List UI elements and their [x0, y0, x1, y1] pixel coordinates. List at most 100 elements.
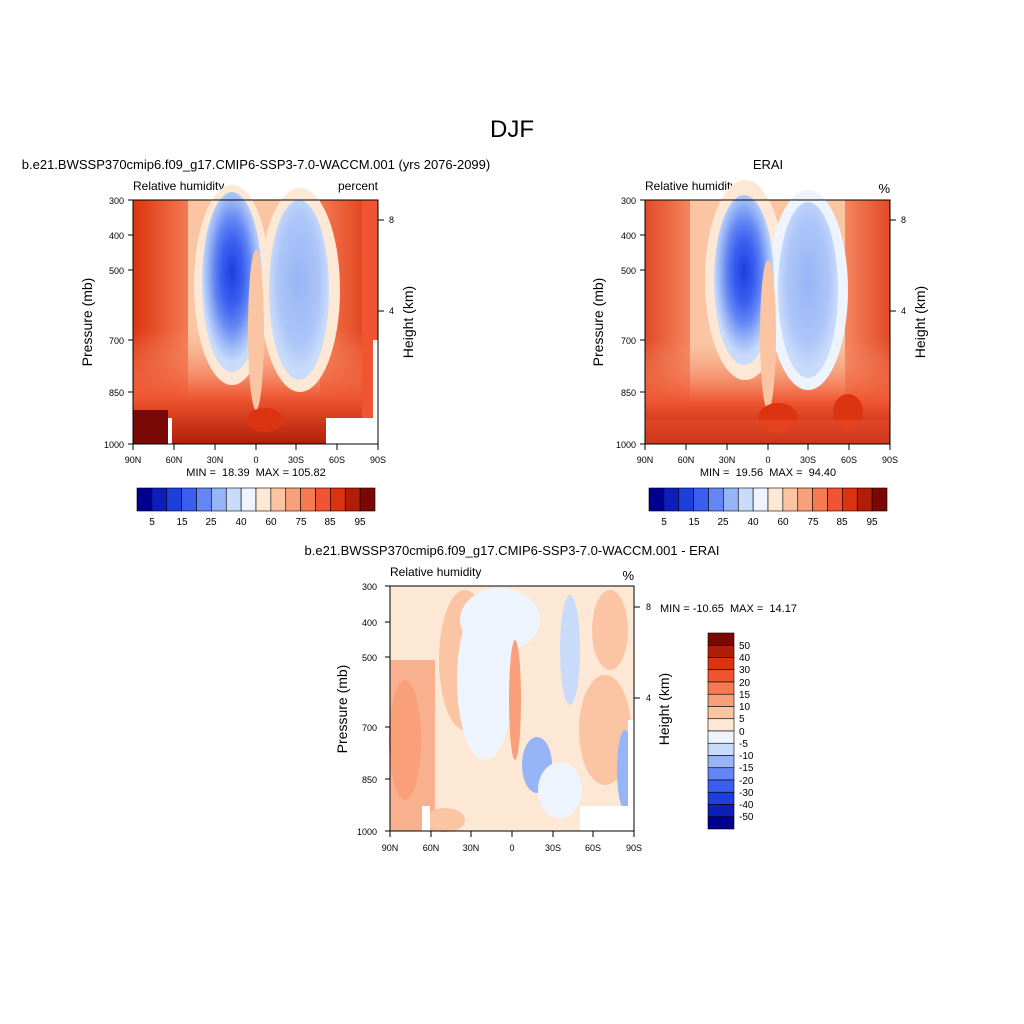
panel-diff-ytick-label: 300 — [362, 582, 377, 592]
panel-diff-stats: MIN = -10.65 MAX = 14.17 — [660, 603, 797, 615]
panel-model-colorbar-labels: 5 15 25 40 60 75 85 95 — [149, 517, 366, 528]
panel-diff-title: b.e21.BWSSP370cmip6.f09_g17.CMIP6-SSP3-7… — [305, 543, 720, 558]
panel-obs-title: ERAI — [753, 157, 783, 172]
panel-obs-colorbar-labels: 5 15 25 40 60 75 85 95 — [661, 517, 878, 528]
panel-obs: ERAI Relative humidity % 300 400 500 — [590, 157, 928, 528]
panel-diff-colorbar-label: -10 — [739, 751, 754, 762]
panel-model-ytick-label: 300 — [109, 196, 124, 206]
panel-diff-xtick-label: 90N — [382, 843, 399, 853]
panel-diff-right-string: % — [622, 568, 634, 583]
panel-diff-colorbar-label: 5 — [739, 714, 745, 725]
panel-diff-xtick-label: 60S — [585, 843, 601, 853]
panel-obs-xtick-label: 30N — [719, 455, 736, 465]
panel-obs-colorbar-box — [856, 487, 873, 512]
panel-model-ylabel: Pressure (mb) — [79, 278, 95, 367]
panel-diff-y-axis: 300 400 500 700 850 1000 Pressure (mb) — [334, 582, 390, 837]
panel-diff-colorbar-label: -40 — [739, 800, 754, 811]
panel-model-colorbar-label: 75 — [295, 517, 307, 528]
panel-obs-stats: MIN = 19.56 MAX = 94.40 — [700, 467, 836, 479]
panel-obs-colorbar-box — [708, 487, 724, 512]
panel-model-colorbar-box — [255, 487, 272, 512]
panel-model-xtick-label: 90N — [125, 455, 142, 465]
panel-obs-y2tick-label: 4 — [901, 306, 906, 316]
panel-obs-colorbar-box — [797, 487, 813, 512]
panel-obs-colorbar-label: 25 — [717, 517, 729, 528]
panel-model-stats: MIN = 18.39 MAX = 105.82 — [186, 467, 325, 479]
panel-model-colorbar-label: 5 — [149, 517, 155, 528]
panel-model-y-axis: 300 400 500 700 850 1000 Pressure (mb) — [79, 196, 133, 450]
panel-model-colorbar-box — [240, 487, 257, 512]
panel-model-colorbar-box — [166, 487, 182, 512]
panel-obs-colorbar — [648, 487, 888, 512]
panel-model-colorbar-label: 40 — [235, 517, 247, 528]
panel-diff-y2tick-label: 8 — [646, 602, 651, 612]
panel-obs-colorbar-box — [812, 487, 828, 512]
panel-obs-ytick-label: 300 — [621, 196, 636, 206]
panel-diff-colorbar-label: 20 — [739, 678, 751, 689]
panel-model-x-axis: 90N 60N 30N 0 30S 60S 90S — [125, 444, 386, 465]
panel-obs-xtick-label: 90N — [637, 455, 654, 465]
panel-obs-colorbar-box — [767, 487, 784, 512]
panel-diff-colorbar-box — [707, 718, 735, 732]
panel-model-colorbar-label: 85 — [324, 517, 336, 528]
panel-model-y2tick-label: 4 — [389, 306, 394, 316]
panel-diff-colorbar-label: 50 — [739, 641, 751, 652]
panel-diff-colorbar-label: -15 — [739, 763, 754, 774]
panel-model-colorbar-box — [211, 487, 227, 512]
panel-obs-colorbar-label: 40 — [747, 517, 759, 528]
panel-obs-colorbar-label: 15 — [688, 517, 700, 528]
panel-obs-y-axis: 300 400 500 700 850 1000 Pressure (mb) — [590, 196, 645, 450]
panel-model-xtick-label: 90S — [370, 455, 386, 465]
panel-obs-colorbar-box — [737, 487, 754, 512]
panel-model-xtick-label: 30N — [207, 455, 224, 465]
panel-obs-colorbar-box — [678, 487, 694, 512]
panel-diff-colorbar-box — [707, 644, 735, 658]
panel-model-y2tick-label: 8 — [389, 215, 394, 225]
panel-model-ytick-label: 500 — [109, 266, 124, 276]
panel-diff-colorbar-box — [707, 791, 735, 805]
panel-model-colorbar-box — [136, 487, 153, 512]
panel-model: b.e21.BWSSP370cmip6.f09_g17.CMIP6-SSP3-7… — [22, 157, 490, 528]
panel-obs-colorbar-box — [782, 487, 799, 512]
panel-obs-ytick-label: 400 — [621, 231, 636, 241]
panel-obs-x-axis: 90N 60N 30N 0 30S 60S 90S — [637, 444, 898, 465]
panel-diff-ytick-label: 500 — [362, 653, 377, 663]
panel-diff: b.e21.BWSSP370cmip6.f09_g17.CMIP6-SSP3-7… — [305, 543, 797, 853]
panel-model-colorbar-box — [270, 487, 287, 512]
panel-diff-field — [389, 586, 634, 832]
panel-obs-right-string: % — [878, 181, 890, 196]
panel-model-colorbar — [136, 487, 376, 512]
panel-diff-colorbar-label: 40 — [739, 653, 751, 664]
panel-diff-xtick-label: 30N — [463, 843, 480, 853]
panel-diff-colorbar-box — [707, 681, 735, 695]
panel-diff-ytick-label: 400 — [362, 618, 377, 628]
panel-model-colorbar-box — [359, 487, 376, 512]
panel-model-xtick-label: 60S — [329, 455, 345, 465]
panel-model-right-string: percent — [338, 179, 379, 193]
panel-obs-ytick-label: 500 — [621, 266, 636, 276]
panel-model-ytick-label: 1000 — [104, 440, 124, 450]
panel-model-colorbar-label: 95 — [354, 517, 366, 528]
panel-model-colorbar-label: 60 — [265, 517, 277, 528]
panel-model-colorbar-box — [151, 487, 168, 512]
panel-model-colorbar-box — [181, 487, 197, 512]
panel-diff-ylabel: Pressure (mb) — [334, 665, 350, 754]
panel-obs-colorbar-box — [827, 487, 843, 512]
panel-model-y2label: Height (km) — [400, 286, 416, 358]
panel-model-colorbar-box — [315, 487, 331, 512]
panel-model-colorbar-box — [344, 487, 361, 512]
panel-model-y2-axis: 8 4 Height (km) — [378, 215, 416, 358]
panel-model-xtick-label: 30S — [288, 455, 304, 465]
panel-obs-colorbar-label: 95 — [866, 517, 878, 528]
panel-diff-y2-axis: 8 4 Height (km) — [634, 602, 672, 745]
panel-model-ytick-label: 400 — [109, 231, 124, 241]
panel-obs-colorbar-box — [842, 487, 858, 512]
panel-diff-colorbar-box — [707, 804, 735, 818]
panel-diff-colorbar-label: -30 — [739, 788, 754, 799]
panel-model-colorbar-label: 25 — [205, 517, 217, 528]
panel-obs-colorbar-box — [752, 487, 769, 512]
panel-diff-y2label: Height (km) — [656, 673, 672, 745]
panel-obs-y2tick-label: 8 — [901, 215, 906, 225]
panel-diff-colorbar-label: 15 — [739, 690, 751, 701]
panel-diff-colorbar-box — [707, 730, 735, 744]
